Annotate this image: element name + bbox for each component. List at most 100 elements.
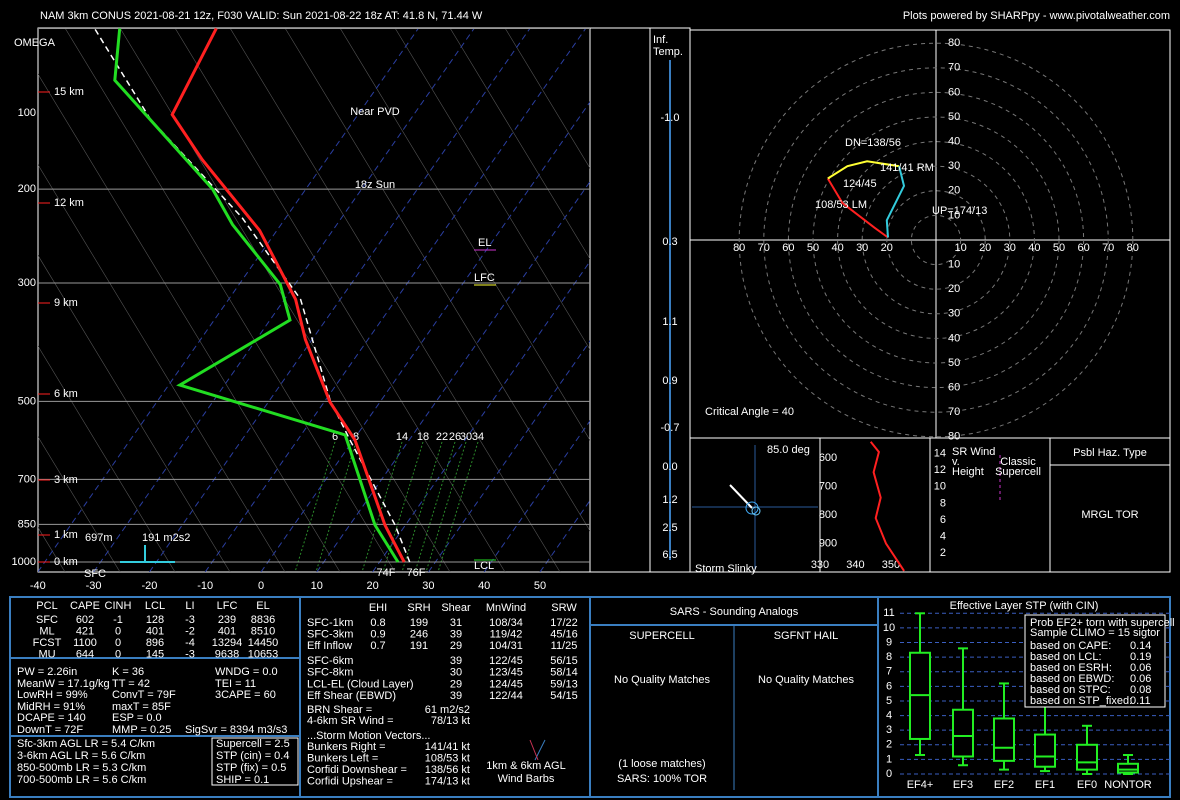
parcel-header: LCL bbox=[145, 600, 165, 612]
stp-y-label: 10 bbox=[883, 622, 895, 634]
shear-cell: 59/13 bbox=[550, 678, 578, 690]
parcel-cell: SFC bbox=[36, 614, 58, 626]
el-label: EL bbox=[478, 237, 491, 249]
stp-legend-sample: Sample CLIMO = 15 sigtor bbox=[1030, 627, 1160, 639]
hazard-frame bbox=[1049, 437, 1171, 573]
shear-cell: SFC-8km bbox=[307, 667, 353, 679]
dry-adiabat bbox=[38, 73, 341, 572]
index-text: PW = 2.26in bbox=[17, 666, 77, 678]
y-tick-label: 100 bbox=[18, 107, 36, 119]
isotherm bbox=[38, 28, 420, 572]
stp-y-label: 7 bbox=[886, 666, 892, 678]
esrh-depth: 697m bbox=[85, 532, 113, 544]
mixing-ratio-line bbox=[315, 441, 357, 573]
isotherm bbox=[260, 101, 590, 572]
hodo-tick-label: 60 bbox=[948, 382, 960, 394]
stp-legend-value: 0.08 bbox=[1130, 684, 1151, 696]
box bbox=[1117, 762, 1139, 774]
motion-label: Corfidi Upshear = bbox=[307, 775, 393, 787]
thetae-trace bbox=[869, 441, 905, 572]
box bbox=[1034, 733, 1056, 768]
parcel-cell: 239 bbox=[218, 614, 236, 626]
sars-heading: SGFNT HAIL bbox=[774, 630, 839, 642]
srwind-tick: 8 bbox=[940, 497, 946, 509]
composite: STP (cin) = 0.4 bbox=[216, 750, 289, 762]
hodo-tick-label: 20 bbox=[948, 185, 960, 197]
parcel-cell: -3 bbox=[185, 648, 195, 660]
inftemp-title: Temp. bbox=[653, 46, 683, 58]
index-text: 3CAPE = 60 bbox=[215, 689, 276, 701]
srwind-tick: 2 bbox=[940, 547, 946, 559]
shear-cell: 29 bbox=[450, 678, 462, 690]
parcel-cell: -4 bbox=[185, 637, 195, 649]
mixing-ratio-label: 26 bbox=[449, 431, 461, 443]
shear-cell: 39 bbox=[450, 690, 462, 702]
inftemp-label: 1.1 bbox=[662, 316, 677, 328]
isotherm bbox=[316, 180, 590, 572]
stp-legend-label: based on CAPE: bbox=[1030, 640, 1111, 652]
srwind-tick: 4 bbox=[940, 531, 946, 543]
index-text: ESP = 0.0 bbox=[112, 712, 162, 724]
mixing-ratio-line bbox=[425, 441, 467, 573]
y-tick-label: 300 bbox=[18, 277, 36, 289]
stp-y-label: 1 bbox=[886, 753, 892, 765]
inftemp-label: -0.7 bbox=[661, 422, 680, 434]
inftemp-label: 2.5 bbox=[662, 522, 677, 534]
hodo-tick-label: 10 bbox=[948, 209, 960, 221]
slinky-vector bbox=[729, 484, 753, 509]
mixing-ratio-label: 14 bbox=[396, 431, 408, 443]
hodo-label: DN=138/56 bbox=[845, 137, 901, 149]
slinky-ring bbox=[745, 501, 759, 515]
isotherm bbox=[204, 28, 587, 572]
shear-cell: 199 bbox=[410, 617, 428, 629]
sars-tor: SARS: 100% TOR bbox=[617, 773, 707, 785]
shear-header: SRW bbox=[551, 602, 577, 614]
hodo-tick-label: 80 bbox=[1127, 242, 1139, 254]
hodo-tick-label: 70 bbox=[758, 242, 770, 254]
dry-adiabat bbox=[38, 254, 231, 572]
inftemp-label: 6.5 bbox=[662, 549, 677, 561]
hodo-ring bbox=[910, 214, 962, 266]
parcel-cell: 401 bbox=[218, 625, 236, 637]
srwind-tick: 10 bbox=[934, 481, 946, 493]
stp-legend-value: 0.14 bbox=[1130, 640, 1151, 652]
hodo-tick-label: 30 bbox=[856, 242, 868, 254]
shear-extra: BRN Shear = bbox=[307, 704, 372, 716]
shear-cell: 108/34 bbox=[489, 617, 523, 629]
parcel-cell: -1 bbox=[113, 614, 123, 626]
thetae-p-label: 600 bbox=[819, 452, 837, 464]
mixing-ratio-line bbox=[294, 441, 336, 573]
shear-cell: Eff Shear (EBWD) bbox=[307, 690, 396, 702]
shear-cell: 39 bbox=[450, 628, 462, 640]
dry-adiabat bbox=[64, 28, 396, 572]
x-tick-label: -40 bbox=[30, 580, 46, 592]
sars-title: SARS - Sounding Analogs bbox=[670, 606, 799, 618]
index-text: MidRH = 91% bbox=[17, 701, 85, 713]
shear-cell: 104/31 bbox=[489, 640, 523, 652]
parcel-cell: 1100 bbox=[73, 637, 97, 649]
esrh-value: 191 m2s2 bbox=[142, 532, 190, 544]
stp-y-label: 4 bbox=[886, 709, 892, 721]
dewpoint-trace bbox=[113, 28, 400, 563]
isotherm bbox=[483, 419, 590, 572]
srwind-tick: 14 bbox=[934, 447, 946, 459]
thetae-x-label: 330 bbox=[811, 559, 829, 571]
dry-adiabat bbox=[339, 28, 590, 441]
isotherm bbox=[427, 340, 590, 572]
y-tick-label: 200 bbox=[18, 183, 36, 195]
motion-value: 141/41 kt bbox=[425, 741, 470, 753]
hodo-tick-label: 10 bbox=[948, 259, 960, 271]
x-tick-label: 40 bbox=[478, 580, 490, 592]
parcel-cell: 13294 bbox=[212, 637, 243, 649]
hodo-tick-label: 60 bbox=[948, 86, 960, 98]
box bbox=[993, 717, 1015, 762]
stp-y-label: 0 bbox=[886, 768, 892, 780]
inftemp-label: 1.2 bbox=[662, 494, 677, 506]
shear-cell: 29 bbox=[450, 640, 462, 652]
sars-loose: (1 loose matches) bbox=[618, 758, 705, 770]
height-label: 1 km bbox=[54, 529, 78, 541]
parcel-cell: 0 bbox=[115, 648, 121, 660]
x-tick-label: 0 bbox=[258, 580, 264, 592]
shear-cell: 122/45 bbox=[489, 655, 523, 667]
